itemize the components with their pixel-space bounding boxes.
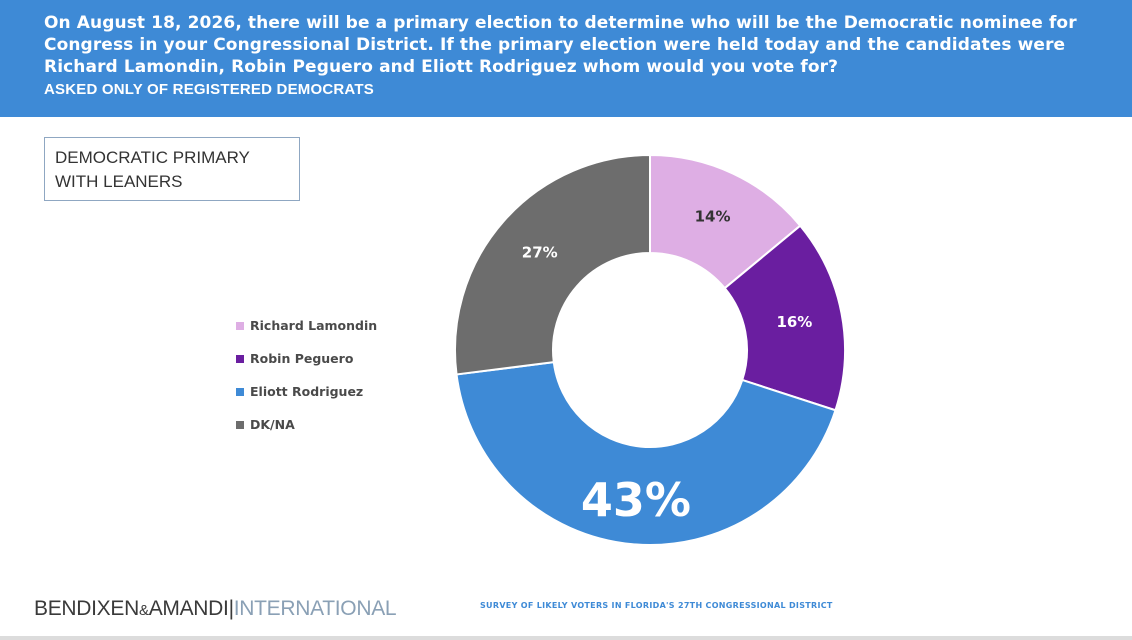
- data-label-eliott-rodriguez: 43%: [581, 473, 691, 527]
- chart-legend: Richard Lamondin Robin Peguero Eliott Ro…: [236, 309, 377, 441]
- legend-label: Eliott Rodriguez: [250, 384, 364, 399]
- legend-label: DK/NA: [250, 417, 295, 432]
- chart-label-line2: WITH LEANERS: [55, 172, 183, 191]
- data-label-richard-lamondin: 14%: [695, 207, 731, 225]
- legend-swatch: [236, 387, 244, 396]
- survey-note: SURVEY OF LIKELY VOTERS IN FLORIDA'S 27T…: [480, 601, 833, 610]
- slice-dk-na: [454, 153, 651, 376]
- legend-label: Richard Lamondin: [250, 318, 378, 333]
- data-label-robin-peguero: 16%: [776, 313, 812, 331]
- legend-item-richard-lamondin: Richard Lamondin: [236, 309, 377, 342]
- bottom-divider: [0, 636, 1132, 640]
- chart-label-line1: DEMOCRATIC PRIMARY: [55, 148, 250, 167]
- brand-logo: BENDIXEN&AMANDI|INTERNATIONAL: [34, 597, 397, 620]
- data-label-dk-na: 27%: [522, 243, 558, 261]
- legend-swatch: [236, 354, 244, 363]
- legend-item-robin-peguero: Robin Peguero: [236, 342, 377, 375]
- brand-second: AMANDI: [148, 597, 229, 620]
- legend-label: Robin Peguero: [250, 351, 354, 366]
- audience-note: ASKED ONLY OF REGISTERED DEMOCRATS: [44, 81, 374, 98]
- legend-item-dk-na: DK/NA: [236, 408, 377, 441]
- brand-main: BENDIXEN: [34, 597, 139, 620]
- brand-intl: INTERNATIONAL: [233, 597, 397, 620]
- brand-amp: &: [138, 602, 149, 619]
- slice-eliott-rodriguez: [455, 361, 837, 546]
- legend-item-eliott-rodriguez: Eliott Rodriguez: [236, 375, 377, 408]
- question-header: On August 18, 2026, there will be a prim…: [0, 0, 1132, 117]
- legend-swatch: [236, 420, 244, 429]
- slice-robin-peguero: [723, 224, 846, 412]
- legend-swatch: [236, 321, 244, 330]
- question-text: On August 18, 2026, there will be a prim…: [44, 13, 1077, 77]
- chart-label-box: DEMOCRATIC PRIMARY WITH LEANERS: [44, 137, 300, 201]
